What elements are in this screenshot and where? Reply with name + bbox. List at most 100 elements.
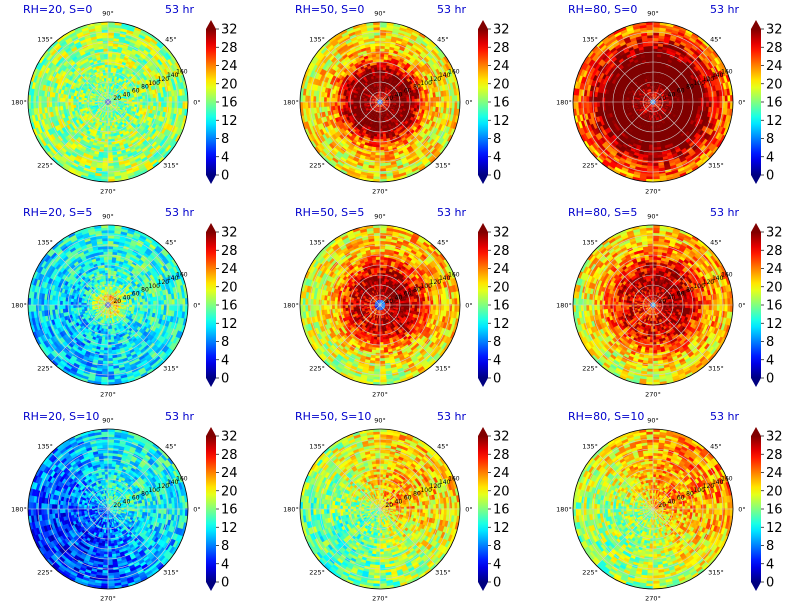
field-cell bbox=[110, 99, 114, 101]
field-cell bbox=[59, 63, 66, 71]
field-cell bbox=[63, 163, 72, 170]
field-cell bbox=[81, 172, 90, 178]
field-cell bbox=[371, 102, 375, 105]
angle-tick-label: 225° bbox=[37, 161, 53, 169]
field-cell bbox=[158, 120, 164, 127]
field-cell bbox=[105, 93, 107, 97]
field-cell bbox=[387, 99, 392, 102]
angular-grid-line bbox=[107, 101, 165, 159]
field-cell bbox=[382, 98, 386, 101]
field-cell bbox=[372, 97, 376, 100]
field-cell bbox=[381, 80, 384, 84]
field-cell bbox=[392, 97, 397, 100]
field-cell bbox=[350, 99, 354, 103]
field-cell bbox=[78, 96, 82, 100]
field-cell bbox=[378, 104, 380, 108]
field-cell bbox=[377, 112, 380, 116]
field-cell bbox=[138, 45, 146, 52]
field-cell bbox=[105, 107, 108, 111]
field-cell bbox=[156, 119, 162, 126]
field-cell bbox=[108, 107, 111, 111]
field-cell bbox=[134, 145, 141, 151]
field-cell bbox=[97, 97, 101, 100]
field-cell bbox=[41, 50, 49, 59]
field-cell bbox=[44, 73, 50, 81]
field-cell bbox=[151, 141, 158, 148]
field-cell bbox=[50, 140, 58, 148]
field-cell bbox=[51, 50, 59, 58]
field-cell bbox=[398, 122, 404, 127]
field-cell bbox=[64, 161, 73, 168]
field-cell bbox=[75, 43, 83, 50]
field-cell bbox=[49, 69, 55, 77]
colorbar-tick-label: 32 bbox=[221, 23, 238, 38]
field-cell bbox=[164, 136, 172, 144]
field-cell bbox=[138, 151, 146, 158]
field-cell bbox=[108, 149, 113, 154]
field-cell bbox=[50, 116, 56, 123]
field-cell bbox=[395, 103, 400, 106]
field-cell bbox=[42, 146, 50, 155]
field-cell bbox=[368, 102, 373, 105]
radial-tick-label: 100 bbox=[148, 80, 160, 87]
field-cell bbox=[175, 119, 181, 128]
field-cell bbox=[382, 72, 386, 76]
field-cell bbox=[105, 112, 108, 116]
field-cell bbox=[382, 102, 386, 103]
field-cell bbox=[126, 126, 131, 131]
field-cell bbox=[374, 100, 378, 102]
field-cell bbox=[124, 51, 131, 57]
field-cell bbox=[371, 102, 375, 104]
colorbar-extend-max bbox=[206, 20, 216, 29]
field-cell bbox=[108, 157, 114, 162]
field-cell bbox=[110, 72, 114, 76]
field-cell bbox=[344, 102, 349, 106]
field-cell bbox=[350, 104, 354, 108]
angle-tick-label: 135° bbox=[37, 36, 53, 44]
field-cell bbox=[352, 102, 357, 105]
field-cell bbox=[366, 103, 370, 106]
field-cell bbox=[102, 42, 108, 47]
field-cell bbox=[102, 95, 105, 98]
field-cell bbox=[377, 104, 380, 108]
field-cell bbox=[387, 104, 391, 106]
field-cell bbox=[52, 121, 58, 128]
field-cell bbox=[57, 119, 63, 126]
field-cell bbox=[182, 94, 186, 102]
field-cell bbox=[378, 93, 380, 97]
field-cell bbox=[130, 162, 139, 168]
field-cell bbox=[130, 76, 135, 82]
field-cell bbox=[178, 120, 184, 129]
field-cell bbox=[107, 50, 113, 55]
field-cell bbox=[76, 33, 85, 40]
field-cell bbox=[156, 58, 164, 66]
field-cell bbox=[113, 103, 117, 105]
field-cell bbox=[363, 102, 367, 104]
field-cell bbox=[351, 120, 356, 125]
field-cell bbox=[177, 74, 184, 83]
field-cell bbox=[355, 102, 359, 105]
field-cell bbox=[129, 97, 133, 101]
field-cell bbox=[74, 28, 83, 35]
field-cell bbox=[101, 136, 106, 140]
field-cell bbox=[372, 104, 376, 107]
field-cell bbox=[380, 93, 383, 97]
field-cell bbox=[158, 147, 167, 156]
field-cell bbox=[88, 140, 94, 146]
field-cell bbox=[147, 52, 154, 59]
field-cell bbox=[158, 76, 164, 83]
field-cell bbox=[108, 98, 110, 102]
field-cell bbox=[104, 120, 107, 124]
field-cell bbox=[102, 102, 106, 104]
field-cell bbox=[177, 67, 184, 76]
field-cell bbox=[71, 162, 80, 169]
field-cell bbox=[381, 104, 383, 108]
field-cell bbox=[110, 128, 114, 132]
field-cell bbox=[125, 147, 132, 153]
field-cell bbox=[379, 66, 384, 71]
field-cell bbox=[109, 85, 111, 89]
angle-tick-label: 270° bbox=[372, 188, 388, 196]
field-cell bbox=[47, 46, 56, 55]
field-cell bbox=[353, 122, 358, 128]
field-cell bbox=[102, 99, 106, 102]
